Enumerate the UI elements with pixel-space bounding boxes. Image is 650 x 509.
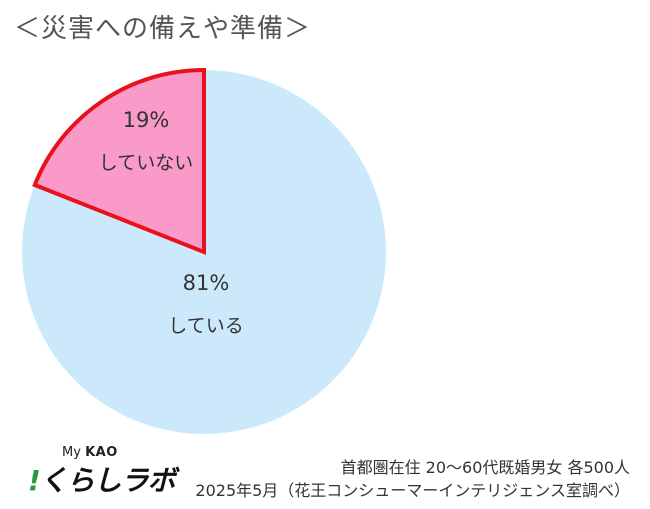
slice-value-label: 19% bbox=[123, 108, 170, 132]
brand-main-line: !くらしラボ bbox=[28, 459, 176, 499]
pie-slice-not-prepared bbox=[32, 67, 206, 255]
chart-title: ＜災害への備えや準備＞ bbox=[14, 14, 312, 44]
brand-kao: KAO bbox=[85, 445, 118, 460]
brand-my: My bbox=[62, 445, 81, 460]
brand-exclamation: ! bbox=[28, 464, 41, 497]
pie-slices bbox=[21, 67, 387, 435]
brand-name: くらしラボ bbox=[39, 464, 176, 497]
slice-category-label: していない bbox=[99, 152, 193, 174]
pie-labels: 81% している 19% していない bbox=[99, 108, 244, 337]
slice-category-label: している bbox=[168, 315, 243, 337]
survey-note-sample: 首都圏在住 20～60代既婚男女 各500人 bbox=[340, 458, 630, 477]
survey-note-date: 2025年5月（花王コンシューマーインテリジェンス室調べ） bbox=[195, 481, 630, 500]
brand-top-line: My KAO bbox=[62, 445, 118, 460]
slice-value-label: 81% bbox=[183, 271, 230, 295]
